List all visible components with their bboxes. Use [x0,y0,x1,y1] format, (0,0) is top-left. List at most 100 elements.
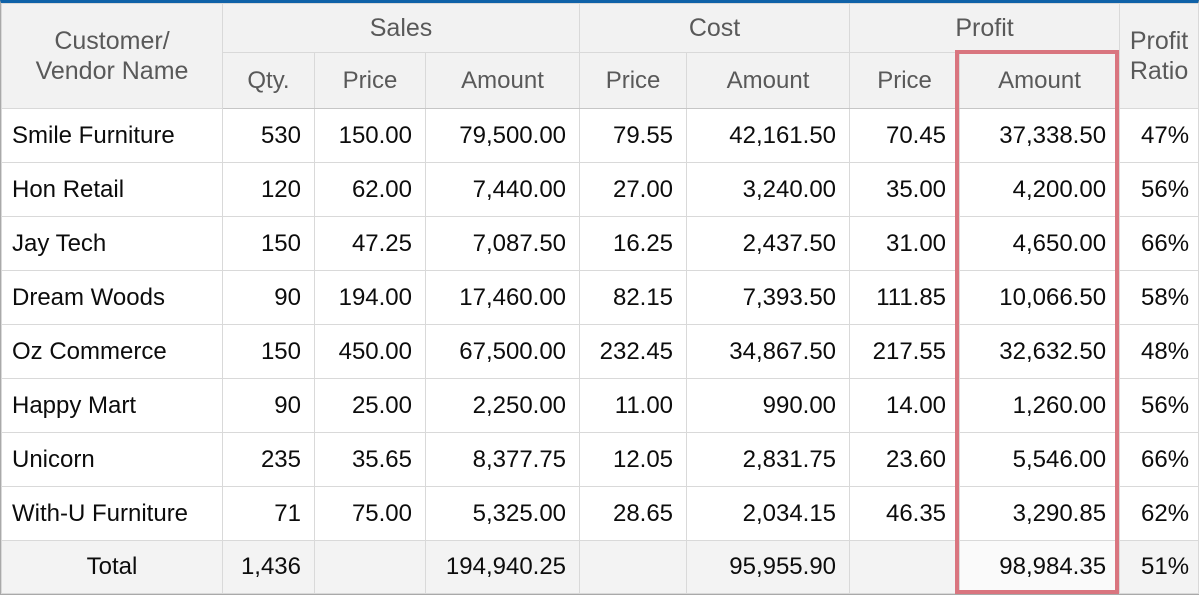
table-row: With-U Furniture 71 75.00 5,325.00 28.65… [1,486,1200,541]
table-row: Jay Tech 150 47.25 7,087.50 16.25 2,437.… [1,216,1200,271]
table-row: Hon Retail 120 62.00 7,440.00 27.00 3,24… [1,162,1200,217]
col-header-sales-qty: Qty. [222,52,315,109]
cell-cost-price: 16.25 [579,216,688,271]
cell-sales-qty: 120 [222,162,315,217]
cell-profit-ratio: 48% [1119,324,1200,379]
cell-cost-amount: 2,831.75 [686,432,851,487]
cell-profit-price: 14.00 [849,378,961,433]
total-cost-amount: 95,955.90 [686,540,851,594]
customer-header-line2: Vendor Name [35,57,189,85]
cell-profit-amount: 5,546.00 [959,432,1121,487]
cell-profit-ratio: 47% [1119,108,1200,163]
cell-sales-price: 75.00 [314,486,426,541]
cell-customer-name: With-U Furniture [1,486,223,541]
cell-sales-price: 150.00 [314,108,426,163]
table-body: Smile Furniture 530 150.00 79,500.00 79.… [1,108,1200,594]
header-sub-row: Qty. Price Amount Price Amount Price Amo… [2,52,1199,109]
col-header-sales-price: Price [314,52,426,109]
cell-sales-qty: 530 [222,108,315,163]
cell-profit-price: 111.85 [849,270,961,325]
cell-profit-price: 31.00 [849,216,961,271]
cell-sales-amount: 17,460.00 [424,270,581,325]
cell-profit-amount: 37,338.50 [959,108,1121,163]
col-header-profit-price: Price [849,52,961,109]
cell-cost-amount: 3,240.00 [686,162,851,217]
cell-sales-price: 25.00 [314,378,426,433]
cell-customer-name: Oz Commerce [1,324,223,379]
cell-sales-amount: 67,500.00 [424,324,581,379]
group-header-sales: Sales [221,3,581,53]
group-header-profit: Profit [849,3,1121,53]
cell-sales-price: 62.00 [314,162,426,217]
cell-sales-amount: 7,087.50 [424,216,581,271]
cell-cost-price: 27.00 [579,162,688,217]
cell-customer-name: Hon Retail [1,162,223,217]
cell-sales-qty: 90 [222,270,315,325]
total-row: Total 1,436 194,940.25 95,955.90 98,984.… [1,540,1200,594]
cell-profit-price: 70.45 [849,108,961,163]
cell-cost-price: 79.55 [579,108,688,163]
group-header-cost: Cost [579,3,851,53]
total-label: Total [1,540,223,594]
cell-sales-amount: 2,250.00 [424,378,581,433]
total-sales-qty: 1,436 [222,540,315,594]
cell-cost-price: 12.05 [579,432,688,487]
cell-sales-qty: 150 [222,324,315,379]
cell-sales-price: 194.00 [314,270,426,325]
cell-profit-amount: 10,066.50 [959,270,1121,325]
cell-profit-ratio: 66% [1119,216,1200,271]
customer-header-line1: Customer/ [54,27,170,55]
total-profit-price-empty [849,540,961,594]
cell-sales-price: 47.25 [314,216,426,271]
cell-profit-ratio: 56% [1119,162,1200,217]
cell-sales-amount: 8,377.75 [424,432,581,487]
cell-cost-amount: 34,867.50 [686,324,851,379]
cell-profit-price: 46.35 [849,486,961,541]
cell-profit-price: 35.00 [849,162,961,217]
table-row: Unicorn 235 35.65 8,377.75 12.05 2,831.7… [1,432,1200,487]
table-row: Happy Mart 90 25.00 2,250.00 11.00 990.0… [1,378,1200,433]
cell-profit-amount: 1,260.00 [959,378,1121,433]
sales-cost-profit-table: Customer/ Vendor Name Sales Cost Profit … [1,3,1200,594]
cell-customer-name: Happy Mart [1,378,223,433]
cell-profit-ratio: 62% [1119,486,1200,541]
ratio-header-line2: Ratio [1129,57,1189,85]
col-header-sales-amount: Amount [424,52,581,109]
cell-profit-amount: 4,200.00 [959,162,1121,217]
cell-profit-amount: 32,632.50 [959,324,1121,379]
cell-cost-amount: 7,393.50 [686,270,851,325]
header-group-row: Customer/ Vendor Name Sales Cost Profit … [1,3,1200,109]
cell-sales-price: 450.00 [314,324,426,379]
cell-profit-price: 217.55 [849,324,961,379]
table-row: Dream Woods 90 194.00 17,460.00 82.15 7,… [1,270,1200,325]
ratio-header-line1: Profit [1129,27,1189,55]
cell-profit-ratio: 58% [1119,270,1200,325]
cell-cost-price: 28.65 [579,486,688,541]
cell-profit-price: 23.60 [849,432,961,487]
col-header-cost-price: Price [579,52,688,109]
cell-cost-amount: 990.00 [686,378,851,433]
col-header-customer-vendor-name: Customer/ Vendor Name [1,3,223,109]
cell-sales-qty: 90 [222,378,315,433]
col-header-profit-amount: Amount [959,52,1121,109]
cell-sales-amount: 5,325.00 [424,486,581,541]
cell-customer-name: Jay Tech [1,216,223,271]
total-profit-amount: 98,984.35 [959,540,1121,594]
cell-cost-amount: 2,437.50 [686,216,851,271]
cell-cost-price: 232.45 [579,324,688,379]
cell-cost-price: 11.00 [579,378,688,433]
table-row: Oz Commerce 150 450.00 67,500.00 232.45 … [1,324,1200,379]
table-header: Customer/ Vendor Name Sales Cost Profit … [1,3,1200,109]
total-sales-amount: 194,940.25 [424,540,581,594]
cell-customer-name: Dream Woods [1,270,223,325]
cell-sales-amount: 7,440.00 [424,162,581,217]
total-cost-price-empty [579,540,688,594]
total-sales-price-empty [314,540,426,594]
cell-profit-ratio: 66% [1119,432,1200,487]
cell-cost-amount: 42,161.50 [686,108,851,163]
col-header-profit-ratio: Profit Ratio [1119,3,1200,109]
total-profit-ratio: 51% [1119,540,1200,594]
cell-sales-amount: 79,500.00 [424,108,581,163]
cell-profit-ratio: 56% [1119,378,1200,433]
